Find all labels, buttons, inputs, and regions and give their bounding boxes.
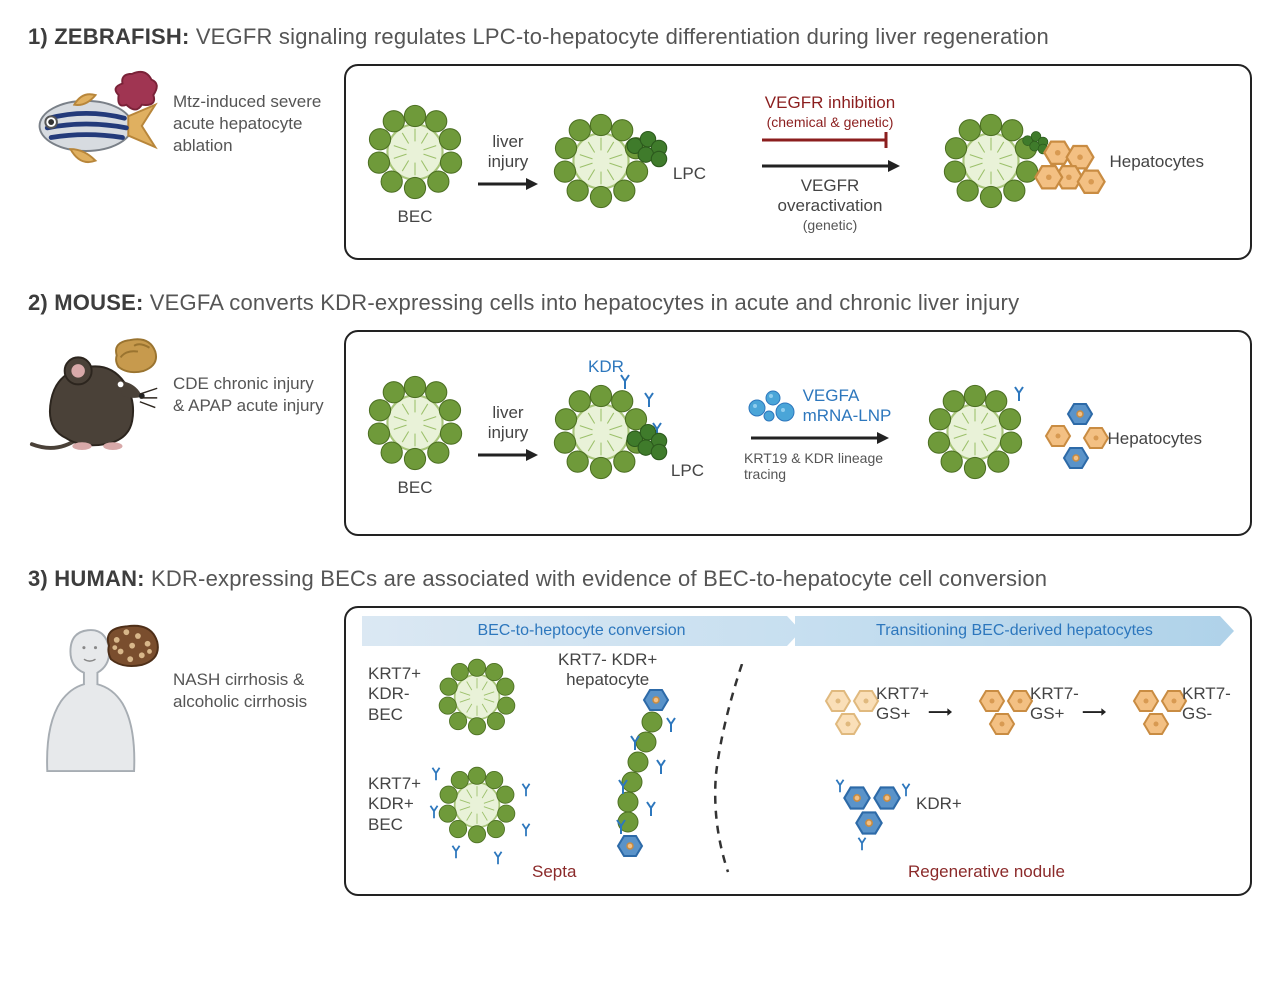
lpc-label: LPC bbox=[671, 461, 704, 481]
section-mouse: 2) MOUSE: VEGFA converts KDR-expressing … bbox=[28, 290, 1252, 536]
sec3-panel: BEC-to-heptocyte conversion Transitionin… bbox=[344, 606, 1252, 896]
kdr-receptor-icon bbox=[640, 391, 658, 409]
chain-icon bbox=[592, 688, 712, 868]
sec2-panel: BEC liver injury KDR LPC bbox=[344, 330, 1252, 536]
mouse-icon bbox=[28, 330, 163, 460]
sec3-left: NASH cirrhosis & alcoholic cirrhosis bbox=[28, 606, 328, 776]
kdr-label: KDR bbox=[588, 357, 624, 377]
lnp-icon bbox=[747, 386, 797, 426]
arrow-icon bbox=[476, 174, 540, 194]
sec2-left: CDE chronic injury & APAP acute injury bbox=[28, 330, 328, 460]
sec1-left: Mtz-induced severe acute hepatocyte abla… bbox=[28, 64, 328, 184]
kdr-receptor-icon bbox=[832, 778, 848, 794]
sec1-lead: 1) ZEBRAFISH: bbox=[28, 24, 190, 49]
lpc-cluster-icon bbox=[626, 126, 670, 170]
sec1-panel: BEC liver injury LPC VEGFR inhibition (c… bbox=[344, 64, 1252, 260]
banner-a: BEC-to-heptocyte conversion bbox=[362, 616, 801, 646]
kdr-receptor-icon bbox=[518, 782, 534, 798]
blunt-arrow-icon bbox=[760, 130, 900, 150]
sec3-banner: BEC-to-heptocyte conversion Transitionin… bbox=[362, 616, 1234, 646]
sec2-title: 2) MOUSE: VEGFA converts KDR-expressing … bbox=[28, 290, 1252, 316]
sec2-rest: VEGFA converts KDR-expressing cells into… bbox=[150, 290, 1020, 315]
kdr-receptor-icon bbox=[898, 782, 914, 798]
bec-rosette-icon bbox=[434, 762, 520, 848]
arrow-icon bbox=[1082, 702, 1122, 722]
hex-orange-icon bbox=[1138, 711, 1174, 737]
sec1-title: 1) ZEBRAFISH: VEGFR signaling regulates … bbox=[28, 24, 1252, 50]
arrow-icon bbox=[749, 428, 889, 448]
arrow-icon bbox=[760, 156, 900, 176]
hex-blue-icon bbox=[850, 809, 888, 837]
sec3-title: 3) HUMAN: KDR-expressing BECs are associ… bbox=[28, 566, 1252, 592]
banner-b: Transitioning BEC-derived hepatocytes bbox=[795, 616, 1234, 646]
kdr-receptor-icon bbox=[490, 850, 506, 866]
vegfr-inhib-label: VEGFR inhibition bbox=[765, 93, 895, 113]
arrow-icon bbox=[928, 702, 968, 722]
hex-orange-icon bbox=[984, 711, 1020, 737]
section-zebrafish: 1) ZEBRAFISH: VEGFR signaling regulates … bbox=[28, 24, 1252, 260]
zebrafish-icon bbox=[28, 64, 163, 184]
arrow-icon bbox=[476, 445, 540, 465]
bec-rosette-icon bbox=[362, 99, 468, 205]
kdr-receptor-icon bbox=[1010, 385, 1028, 403]
divider-icon bbox=[712, 664, 752, 874]
nodule-label: Regenerative nodule bbox=[908, 862, 1065, 882]
kdr-receptor-icon bbox=[426, 804, 442, 820]
hep-label: Hepatocytes bbox=[1108, 429, 1203, 449]
vegfr-inhib-sub: (chemical & genetic) bbox=[767, 114, 894, 130]
bec-rosette-icon bbox=[362, 370, 468, 476]
label-krt7pos-kdrneg: KRT7+ KDR- BEC bbox=[368, 664, 421, 725]
sec2-caption: CDE chronic injury & APAP acute injury bbox=[173, 373, 328, 417]
label-krt7neg-kdrpos-hep: KRT7- KDR+ hepatocyte bbox=[558, 650, 657, 691]
hepatocyte-cluster-icon bbox=[1034, 136, 1106, 194]
kdr-receptor-icon bbox=[518, 822, 534, 838]
section-human: 3) HUMAN: KDR-expressing BECs are associ… bbox=[28, 566, 1252, 896]
bec-label: BEC bbox=[398, 207, 433, 227]
trio2-label: KRT7- GS+ bbox=[1030, 684, 1079, 725]
vegfa-label: VEGFA mRNA-LNP bbox=[803, 386, 892, 427]
kdr-receptor-icon bbox=[428, 766, 444, 782]
sec3-caption: NASH cirrhosis & alcoholic cirrhosis bbox=[173, 669, 328, 713]
lpc-label: LPC bbox=[673, 164, 706, 184]
hex-light-icon bbox=[830, 711, 866, 737]
trio1-label: KRT7+ GS+ bbox=[876, 684, 929, 725]
sec3-rest: KDR-expressing BECs are associated with … bbox=[151, 566, 1047, 591]
kdr-receptor-icon bbox=[854, 836, 870, 852]
sec2-lead: 2) MOUSE: bbox=[28, 290, 143, 315]
trio3-label: KRT7- GS- bbox=[1182, 684, 1231, 725]
kdr-receptor-icon bbox=[448, 844, 464, 860]
septa-label: Septa bbox=[532, 862, 576, 882]
liver-injury-label: liver injury bbox=[488, 403, 529, 444]
lineage-label: KRT19 & KDR lineage tracing bbox=[744, 450, 894, 482]
vegfr-overact-sub: (genetic) bbox=[803, 217, 857, 233]
hex-blue-icon bbox=[1058, 445, 1094, 471]
sec1-caption: Mtz-induced severe acute hepatocyte abla… bbox=[173, 91, 328, 157]
bec-label: BEC bbox=[398, 478, 433, 498]
kdrplus-label: KDR+ bbox=[916, 794, 962, 814]
bec-rosette-icon bbox=[434, 654, 520, 740]
lpc-cluster-icon bbox=[626, 419, 670, 463]
label-krt7pos-kdrpos: KRT7+ KDR+ BEC bbox=[368, 774, 421, 835]
hep-label: Hepatocytes bbox=[1110, 152, 1205, 172]
sec3-lead: 3) HUMAN: bbox=[28, 566, 145, 591]
liver-injury-label: liver injury bbox=[488, 132, 529, 173]
sec1-rest: VEGFR signaling regulates LPC-to-hepatoc… bbox=[196, 24, 1049, 49]
bec-rosette-icon bbox=[938, 108, 1044, 214]
vegfr-overact-label: VEGFR overactivation bbox=[778, 176, 883, 217]
human-icon bbox=[28, 606, 163, 776]
